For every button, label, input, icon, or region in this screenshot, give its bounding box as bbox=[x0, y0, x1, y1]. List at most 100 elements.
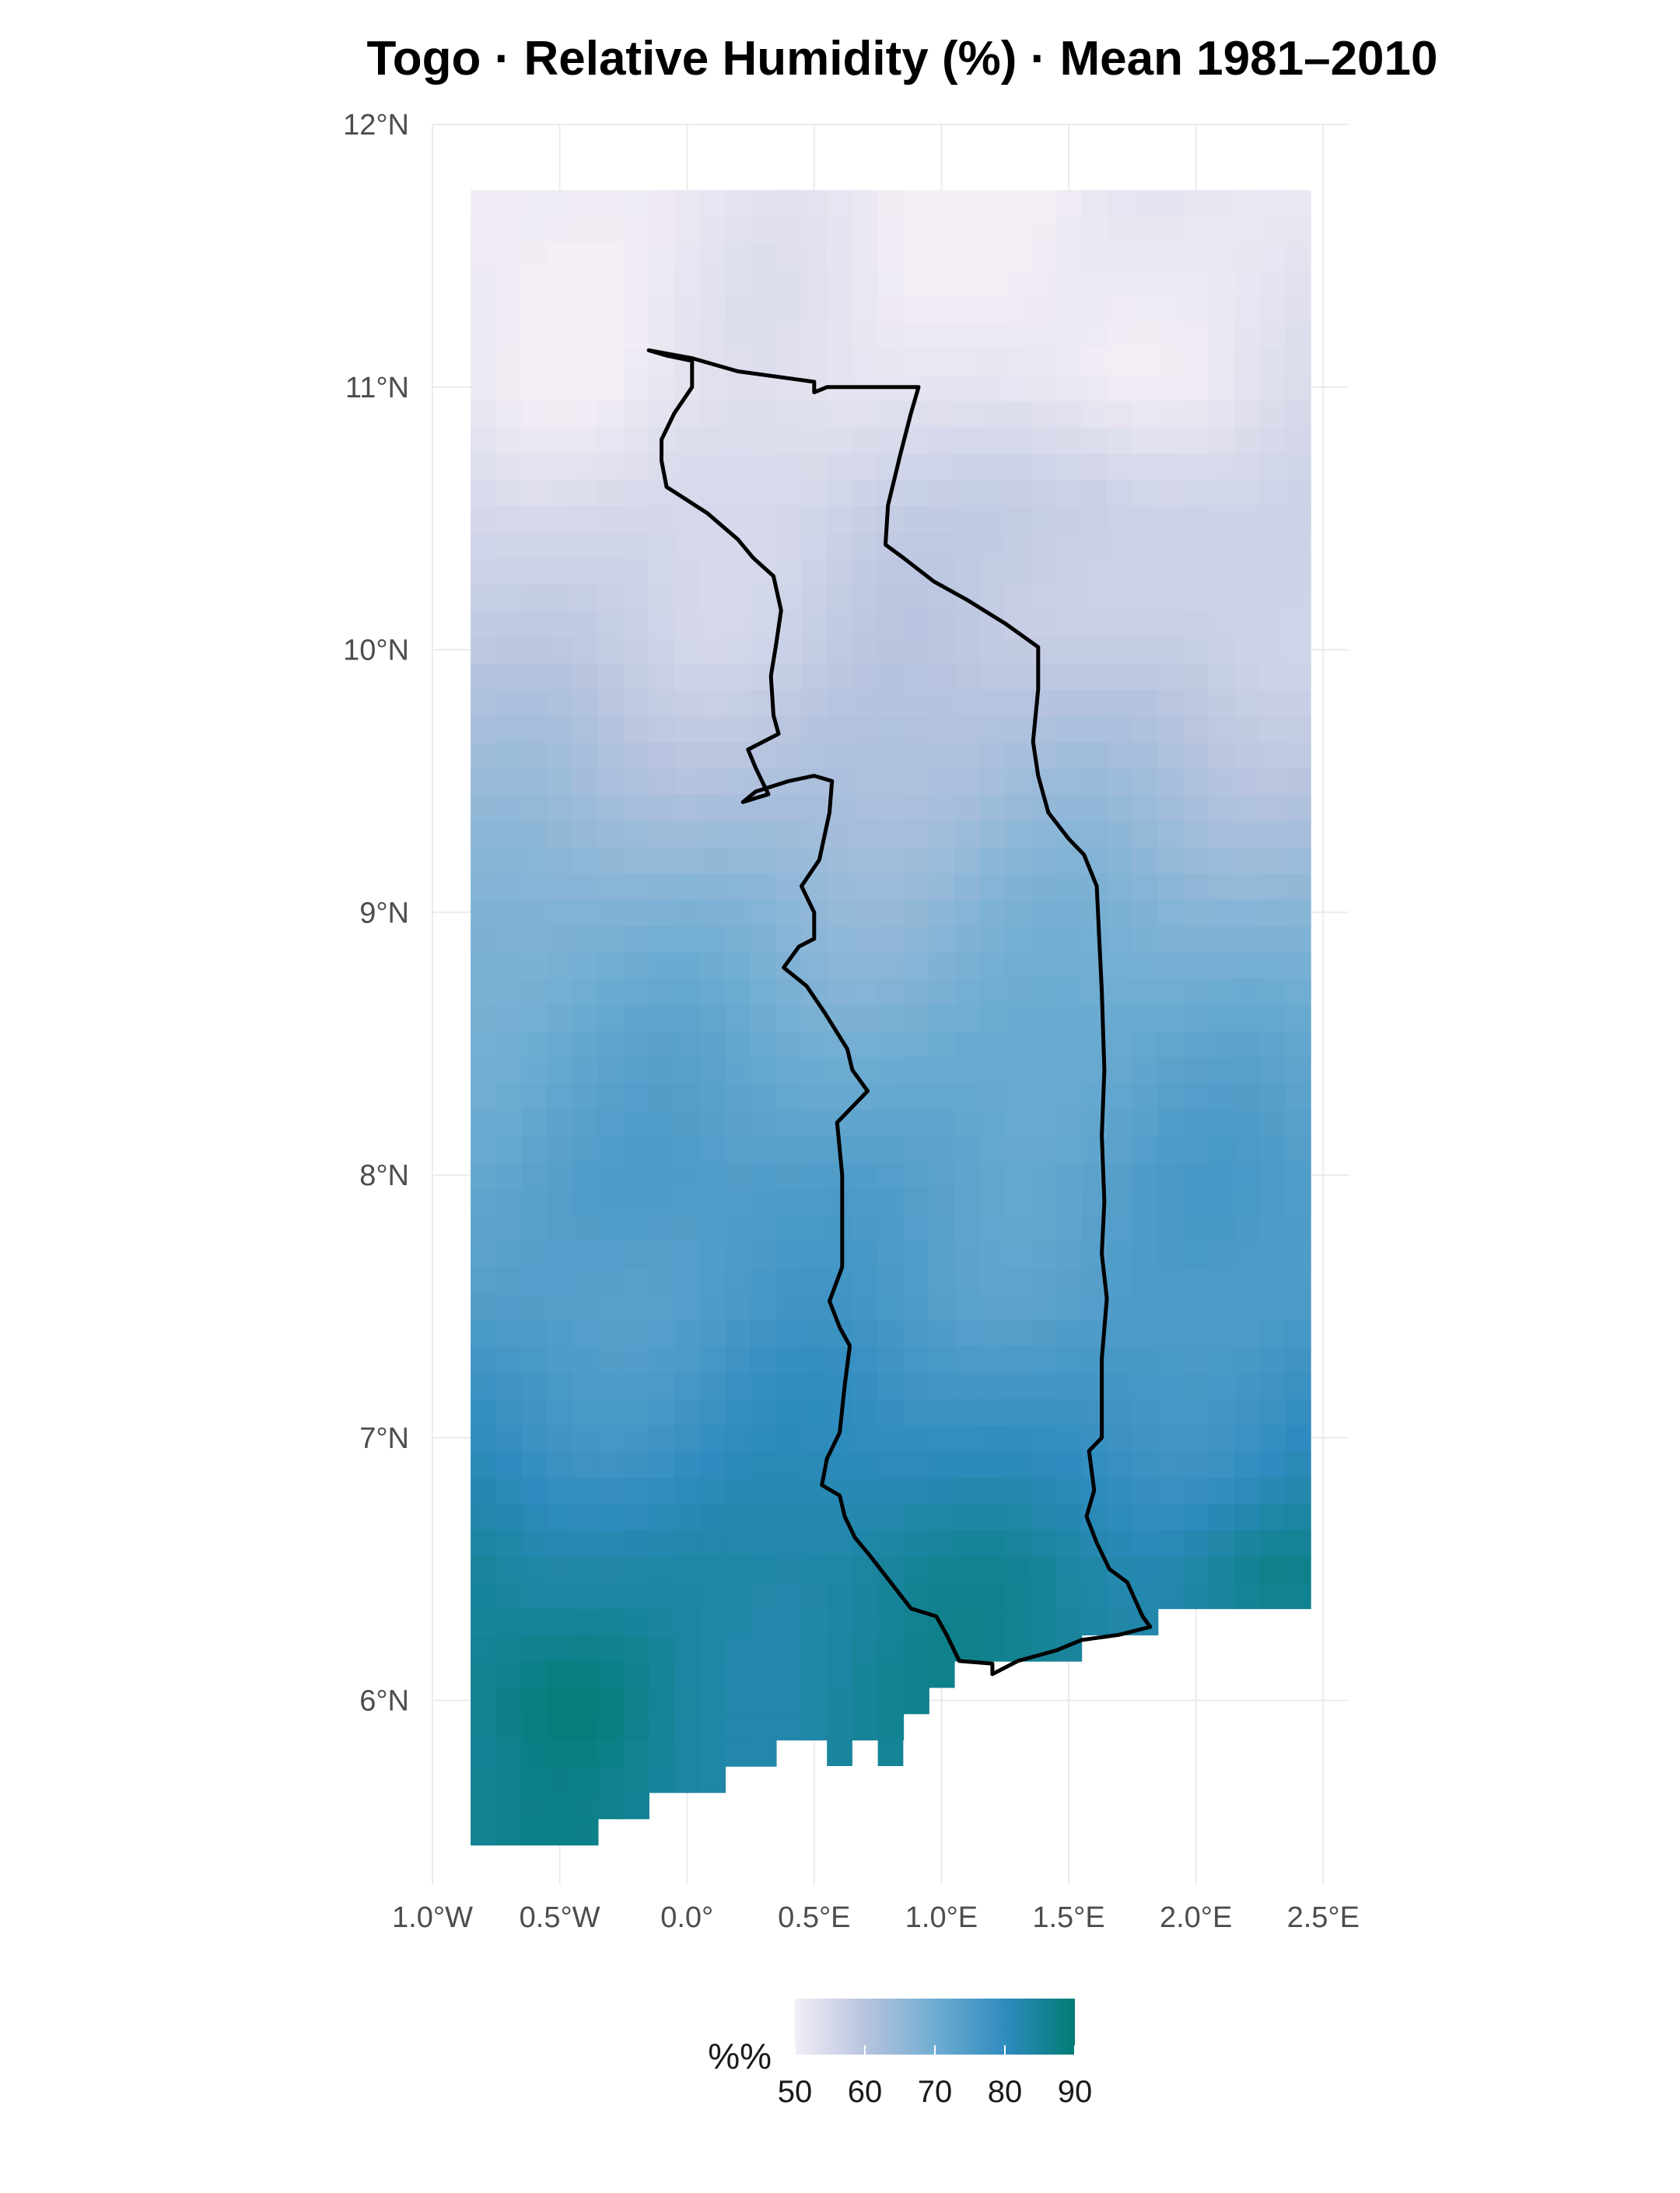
raster-cell bbox=[1183, 1162, 1209, 1189]
raster-cell bbox=[623, 1109, 649, 1137]
raster-cell bbox=[1005, 794, 1031, 821]
raster-cell bbox=[1005, 400, 1031, 428]
raster-cell bbox=[521, 584, 548, 611]
raster-cell bbox=[674, 1162, 701, 1189]
raster-cell bbox=[1209, 1424, 1235, 1452]
raster-cell bbox=[471, 558, 497, 585]
raster-cell bbox=[1030, 610, 1057, 638]
raster-cell bbox=[725, 295, 751, 323]
raster-cell bbox=[699, 1109, 726, 1137]
raster-cell bbox=[572, 1267, 599, 1294]
raster-cell bbox=[725, 1057, 751, 1084]
raster-cell bbox=[1285, 400, 1311, 428]
raster-cell bbox=[751, 295, 777, 323]
raster-cell bbox=[1107, 1372, 1133, 1399]
raster-cell bbox=[979, 1057, 1006, 1084]
raster-cell bbox=[1081, 689, 1108, 716]
raster-cell bbox=[547, 1792, 573, 1820]
raster-cell bbox=[775, 478, 803, 506]
raster-cell bbox=[852, 242, 879, 270]
raster-cell bbox=[1132, 1398, 1159, 1425]
raster-cell bbox=[1209, 426, 1235, 454]
raster-cell bbox=[521, 820, 548, 848]
raster-cell bbox=[751, 610, 777, 638]
raster-cell bbox=[471, 610, 497, 638]
raster-cell bbox=[979, 1530, 1006, 1557]
raster-cell bbox=[725, 1162, 751, 1189]
raster-cell bbox=[1055, 1240, 1083, 1268]
raster-cell bbox=[903, 978, 929, 1006]
raster-cell bbox=[1055, 1372, 1083, 1399]
raster-cell bbox=[674, 1608, 701, 1635]
raster-cell bbox=[725, 741, 751, 769]
raster-cell bbox=[1259, 1582, 1286, 1610]
raster-cell bbox=[495, 1162, 523, 1189]
raster-cell bbox=[597, 1083, 625, 1110]
raster-cell bbox=[521, 1135, 548, 1163]
raster-cell bbox=[623, 1187, 649, 1215]
raster-cell bbox=[954, 1503, 981, 1530]
raster-cell bbox=[1234, 1503, 1261, 1530]
raster-cell bbox=[521, 1660, 548, 1688]
raster-cell bbox=[1234, 558, 1261, 585]
raster-cell bbox=[979, 873, 1006, 901]
raster-cell bbox=[521, 1162, 548, 1189]
raster-cell bbox=[1157, 478, 1185, 506]
raster-cell bbox=[495, 1555, 523, 1583]
raster-cell bbox=[572, 636, 599, 664]
raster-cell bbox=[521, 321, 548, 348]
raster-cell bbox=[471, 426, 497, 454]
raster-cell bbox=[929, 216, 955, 243]
raster-cell bbox=[674, 1635, 701, 1662]
raster-cell bbox=[1183, 1293, 1209, 1320]
raster-cell bbox=[1081, 663, 1108, 690]
raster-cell bbox=[572, 321, 599, 348]
raster-cell bbox=[725, 1372, 751, 1399]
raster-cell bbox=[699, 951, 726, 979]
raster-cell bbox=[547, 1372, 573, 1399]
raster-cell bbox=[1055, 899, 1083, 926]
raster-cell bbox=[1259, 1004, 1286, 1032]
x-tick-label: 0.5°E bbox=[778, 1901, 850, 1934]
raster-cell bbox=[725, 1345, 751, 1373]
raster-cell bbox=[572, 373, 599, 401]
raster-cell bbox=[1259, 321, 1286, 348]
raster-cell bbox=[1285, 1477, 1311, 1505]
raster-cell bbox=[572, 584, 599, 611]
raster-cell bbox=[1209, 951, 1235, 979]
raster-cell bbox=[1259, 558, 1286, 585]
raster-cell bbox=[572, 1398, 599, 1425]
raster-cell bbox=[1081, 1582, 1108, 1610]
raster-cell bbox=[572, 1372, 599, 1399]
raster-cell bbox=[852, 978, 879, 1006]
raster-cell bbox=[775, 1030, 803, 1058]
raster-cell bbox=[674, 715, 701, 743]
raster-cell bbox=[903, 899, 929, 926]
raster-cell bbox=[852, 295, 879, 323]
raster-cell bbox=[623, 636, 649, 664]
raster-cell bbox=[1030, 1319, 1057, 1347]
raster-cell bbox=[725, 1135, 751, 1163]
raster-cell bbox=[1259, 453, 1286, 480]
raster-cell bbox=[495, 295, 523, 323]
raster-cell bbox=[1081, 794, 1108, 821]
raster-cell bbox=[495, 558, 523, 585]
raster-cell bbox=[623, 1030, 649, 1058]
raster-cell bbox=[1132, 925, 1159, 953]
raster-cell bbox=[751, 1083, 777, 1110]
raster-cell bbox=[1005, 268, 1031, 296]
raster-cell bbox=[852, 741, 879, 769]
raster-cell bbox=[1234, 1319, 1261, 1347]
raster-cell bbox=[1209, 216, 1235, 243]
raster-cell bbox=[877, 1477, 905, 1505]
raster-cell bbox=[827, 505, 853, 533]
raster-cell bbox=[521, 1766, 548, 1793]
raster-cell bbox=[1132, 295, 1159, 323]
raster-cell bbox=[827, 1372, 853, 1399]
raster-cell bbox=[751, 1503, 777, 1530]
raster-cell bbox=[597, 1345, 625, 1373]
raster-cell bbox=[547, 1398, 573, 1425]
raster-cell bbox=[1030, 1240, 1057, 1268]
raster-cell bbox=[495, 1135, 523, 1163]
raster-cell bbox=[1259, 1109, 1286, 1137]
